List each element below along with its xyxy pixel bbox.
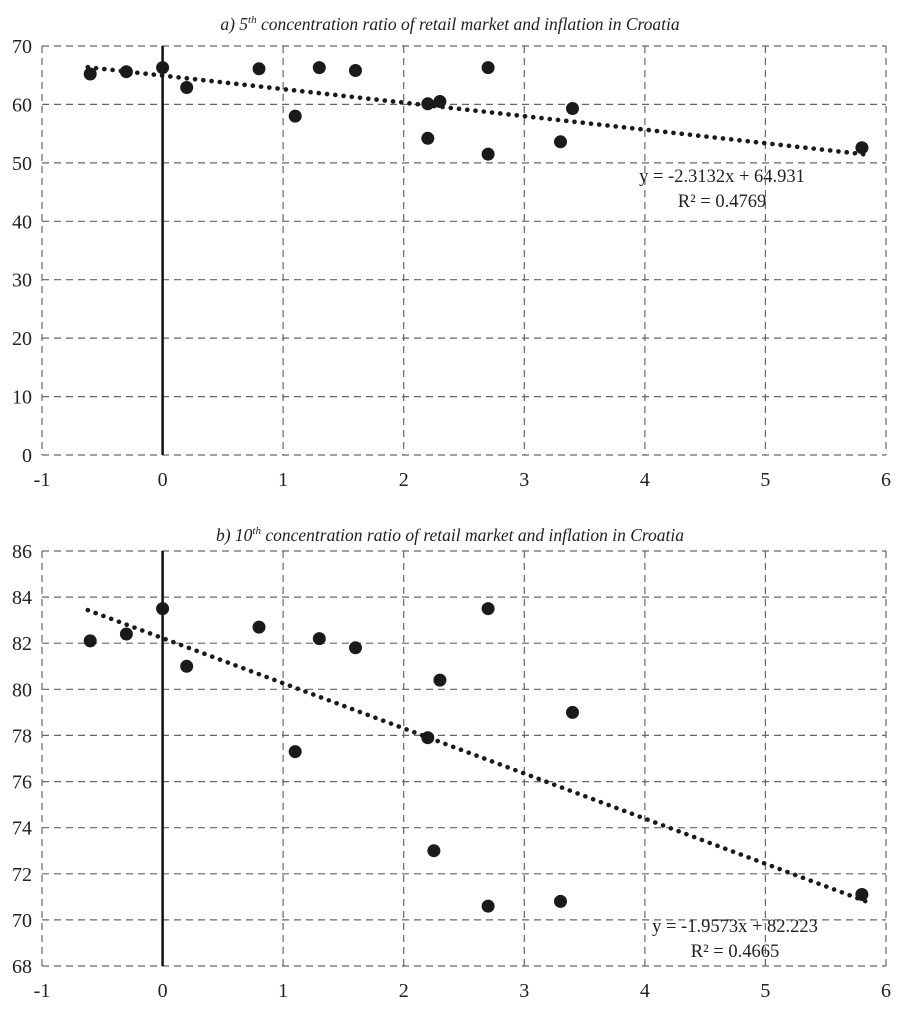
data-point	[554, 135, 567, 149]
y-tick-label: 72	[12, 864, 32, 886]
data-point	[312, 61, 326, 75]
data-point	[119, 65, 133, 79]
data-point	[433, 95, 447, 108]
chart-b-title-text: concentration ratio of retail market and…	[260, 524, 685, 545]
trendline	[85, 64, 871, 157]
chart-b-title-superscript: th	[252, 525, 261, 537]
x-tick-label: 3	[519, 469, 529, 491]
data-point	[252, 62, 266, 76]
chart-a: a) 5th concentration ratio of retail mar…	[0, 0, 900, 505]
x-tick-label: 2	[399, 469, 409, 491]
y-tick-label: 68	[12, 956, 32, 978]
chart-a-title-superscript: th	[248, 14, 257, 26]
data-point	[481, 147, 495, 161]
x-tick-label: 1	[278, 469, 288, 491]
y-tick-label: 76	[12, 772, 32, 794]
data-point	[421, 131, 435, 145]
y-tick-label: 0	[22, 445, 32, 467]
y-tick-label: 78	[12, 725, 32, 747]
chart-b-trendline-label: y = -1.9573x + 82.223 R² = 0.4665	[585, 915, 885, 965]
data-point	[156, 61, 170, 75]
data-point	[421, 97, 435, 111]
x-tick-label: -1	[34, 980, 51, 1002]
chart-b: b) 10th concentration ratio of retail ma…	[0, 505, 900, 1019]
data-point	[180, 81, 194, 94]
x-tick-label: 2	[399, 980, 409, 1002]
x-tick-label: 5	[760, 469, 770, 491]
data-point	[180, 659, 194, 673]
trendline	[85, 607, 871, 905]
chart-b-title: b) 10th concentration ratio of retail ma…	[0, 505, 900, 545]
y-tick-label: 40	[12, 211, 32, 233]
data-point	[855, 141, 869, 155]
x-tick-label: 4	[640, 980, 650, 1002]
data-point	[288, 745, 302, 759]
chart-a-title-prefix: a) 5	[220, 13, 249, 34]
x-tick-label: -1	[34, 469, 51, 491]
chart-b-title-prefix: b) 10	[215, 524, 253, 545]
data-point	[554, 894, 567, 908]
x-tick-label: 0	[158, 980, 168, 1002]
chart-a-equation: y = -2.3132x + 64.931	[639, 167, 805, 187]
data-point	[83, 67, 97, 81]
data-point	[288, 109, 302, 123]
data-point	[421, 731, 435, 745]
data-point	[252, 620, 266, 634]
x-tick-label: 0	[158, 469, 168, 491]
data-point	[566, 705, 579, 719]
y-tick-label: 80	[12, 679, 32, 701]
y-tick-label: 86	[12, 545, 32, 563]
data-point	[312, 632, 326, 646]
data-point	[481, 899, 495, 913]
x-tick-label: 6	[881, 980, 891, 1002]
data-point	[349, 641, 362, 655]
chart-a-r-squared: R² = 0.4769	[677, 192, 767, 212]
y-tick-label: 20	[12, 328, 32, 350]
data-point	[427, 844, 441, 858]
y-tick-label: 70	[12, 910, 32, 932]
chart-b-plot-area: 68 70 72 74 76 78 80 82 84 86 -1 0 1 2 3 4 5 6 y = -1.957…	[0, 545, 900, 1019]
x-tick-label: 4	[640, 469, 650, 491]
chart-a-plot-area: 0 10 20 30 40 50 60 70 -1 0 1 2 3 4 5 6 y = -2.3132x + …	[0, 34, 900, 505]
chart-a-title-text: concentration ratio of retail market and…	[256, 13, 680, 34]
x-tick-label: 3	[519, 980, 529, 1002]
y-tick-label: 70	[12, 36, 32, 58]
data-point	[349, 64, 362, 77]
chart-b-equation: y = -1.9573x + 82.223	[652, 917, 818, 937]
data-point	[566, 102, 579, 115]
data-point	[481, 61, 495, 75]
chart-a-trendline-label: y = -2.3132x + 64.931 R² = 0.4769	[572, 165, 872, 215]
y-tick-label: 60	[12, 94, 32, 116]
x-tick-label: 1	[278, 980, 288, 1002]
chart-b-plot: 68 70 72 74 76 78 80 82 84 86 -1 0 1 2 3 4 5 6	[12, 545, 891, 1002]
data-point	[156, 602, 170, 616]
data-point	[119, 627, 133, 641]
y-tick-label: 30	[12, 270, 32, 292]
y-tick-label: 50	[12, 153, 32, 175]
data-point	[481, 602, 495, 616]
y-tick-label: 84	[12, 587, 32, 609]
y-tick-label: 82	[12, 633, 32, 655]
y-tick-label: 74	[12, 818, 32, 840]
x-tick-label: 6	[881, 469, 891, 491]
x-tick-label: 5	[760, 980, 770, 1002]
y-tick-label: 10	[12, 387, 32, 409]
data-point	[855, 888, 869, 901]
chart-a-title: a) 5th concentration ratio of retail mar…	[0, 0, 900, 34]
chart-b-r-squared: R² = 0.4665	[690, 942, 780, 962]
data-point	[433, 673, 447, 687]
data-point	[83, 634, 97, 648]
